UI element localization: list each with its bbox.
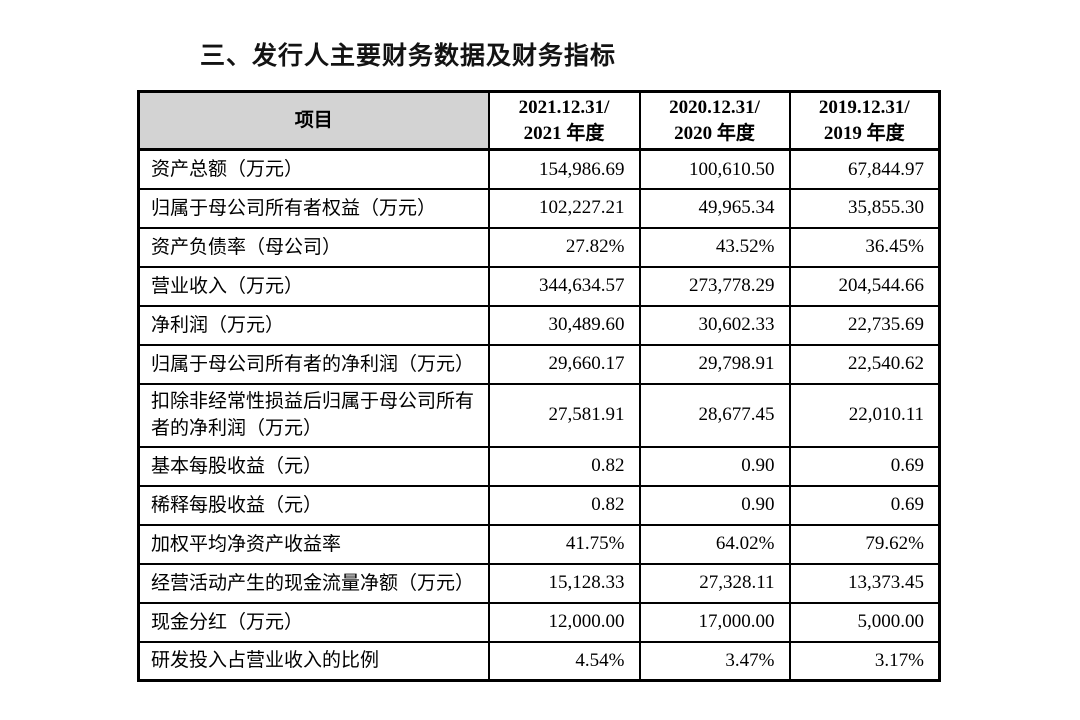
row-value-2019: 0.69 (788, 484, 941, 526)
row-value-2021: 102,227.21 (487, 187, 641, 229)
section-title: 三、发行人主要财务数据及财务指标 (200, 42, 617, 70)
table-header-row: 项目 2021.12.31/ 2021 年度 2020.12.31/ 2020 … (137, 90, 941, 152)
row-value-2021: 30,489.60 (487, 304, 641, 346)
header-period-2019-year: 2019 年度 (823, 122, 905, 144)
row-value-2019: 22,735.69 (788, 304, 941, 346)
table-row: 扣除非经常性损益后归属于母公司所有者的净利润（万元） 27,581.91 28,… (137, 382, 941, 448)
row-label: 净利润（万元） (137, 304, 490, 346)
row-value-2020: 43.52% (638, 226, 791, 268)
header-period-2021: 2021.12.31/ 2021 年度 (487, 90, 641, 152)
row-value-2021: 29,660.17 (487, 343, 641, 385)
table-row: 净利润（万元） 30,489.60 30,602.33 22,735.69 (137, 304, 941, 346)
row-label: 归属于母公司所有者权益（万元） (137, 187, 490, 229)
row-label: 研发投入占营业收入的比例 (137, 640, 490, 682)
row-value-2019: 5,000.00 (788, 601, 941, 643)
row-value-2021: 154,986.69 (487, 148, 641, 190)
row-value-2019: 204,544.66 (788, 265, 941, 307)
header-period-2020: 2020.12.31/ 2020 年度 (638, 90, 791, 152)
header-period-2019-date: 2019.12.31/ (818, 97, 910, 118)
row-value-2021: 41.75% (487, 523, 641, 565)
row-value-2019: 22,010.11 (788, 382, 941, 448)
header-period-2020-year: 2020 年度 (674, 122, 755, 144)
row-value-2019: 13,373.45 (788, 562, 941, 604)
row-value-2020: 28,677.45 (638, 382, 791, 448)
header-period-2021-date: 2021.12.31/ (518, 97, 610, 118)
row-value-2020: 0.90 (638, 445, 791, 487)
row-value-2019: 22,540.62 (788, 343, 941, 385)
row-value-2019: 0.69 (788, 445, 941, 487)
row-value-2019: 79.62% (788, 523, 941, 565)
row-value-2021: 15,128.33 (487, 562, 641, 604)
table-row: 归属于母公司所有者权益（万元） 102,227.21 49,965.34 35,… (137, 187, 941, 229)
table-row: 资产总额（万元） 154,986.69 100,610.50 67,844.97 (137, 148, 941, 190)
row-label: 营业收入（万元） (137, 265, 490, 307)
table-row: 归属于母公司所有者的净利润（万元） 29,660.17 29,798.91 22… (137, 343, 941, 385)
row-value-2020: 30,602.33 (638, 304, 791, 346)
row-value-2020: 49,965.34 (638, 187, 791, 229)
row-label: 加权平均净资产收益率 (137, 523, 490, 565)
financial-summary-table: 项目 2021.12.31/ 2021 年度 2020.12.31/ 2020 … (137, 90, 941, 683)
row-label: 经营活动产生的现金流量净额（万元） (137, 562, 490, 604)
header-period-2020-date: 2020.12.31/ (669, 97, 760, 118)
row-value-2020: 27,328.11 (638, 562, 791, 604)
row-label: 资产负债率（母公司） (137, 226, 490, 268)
row-value-2021: 0.82 (487, 445, 641, 487)
row-value-2019: 67,844.97 (788, 148, 941, 190)
row-value-2021: 27,581.91 (487, 382, 641, 448)
row-value-2019: 3.17% (788, 640, 941, 682)
row-label: 资产总额（万元） (137, 148, 490, 190)
row-value-2020: 100,610.50 (638, 148, 791, 190)
header-item-column: 项目 (137, 90, 490, 152)
row-label: 扣除非经常性损益后归属于母公司所有者的净利润（万元） (137, 382, 490, 448)
row-label: 归属于母公司所有者的净利润（万元） (137, 343, 490, 385)
header-period-2021-year: 2021 年度 (523, 122, 605, 144)
table-row: 资产负债率（母公司） 27.82% 43.52% 36.45% (137, 226, 941, 268)
row-value-2020: 17,000.00 (638, 601, 791, 643)
row-value-2020: 273,778.29 (638, 265, 791, 307)
row-value-2020: 64.02% (638, 523, 791, 565)
table-row: 稀释每股收益（元） 0.82 0.90 0.69 (137, 484, 941, 526)
row-value-2020: 3.47% (638, 640, 791, 682)
row-label: 现金分红（万元） (137, 601, 490, 643)
header-period-2019: 2019.12.31/ 2019 年度 (788, 90, 941, 152)
row-value-2021: 27.82% (487, 226, 641, 268)
row-value-2019: 35,855.30 (788, 187, 941, 229)
row-value-2020: 29,798.91 (638, 343, 791, 385)
table-row: 加权平均净资产收益率 41.75% 64.02% 79.62% (137, 523, 941, 565)
row-value-2021: 344,634.57 (487, 265, 641, 307)
table-row: 研发投入占营业收入的比例 4.54% 3.47% 3.17% (137, 640, 941, 682)
table-row: 现金分红（万元） 12,000.00 17,000.00 5,000.00 (137, 601, 941, 643)
table-row: 经营活动产生的现金流量净额（万元） 15,128.33 27,328.11 13… (137, 562, 941, 604)
row-value-2019: 36.45% (788, 226, 941, 268)
row-value-2020: 0.90 (638, 484, 791, 526)
row-label: 基本每股收益（元） (137, 445, 490, 487)
row-label: 稀释每股收益（元） (137, 484, 490, 526)
row-value-2021: 0.82 (487, 484, 641, 526)
table-body: 资产总额（万元） 154,986.69 100,610.50 67,844.97… (137, 148, 941, 682)
row-value-2021: 12,000.00 (487, 601, 641, 643)
table-row: 营业收入（万元） 344,634.57 273,778.29 204,544.6… (137, 265, 941, 307)
row-value-2021: 4.54% (487, 640, 641, 682)
table-row: 基本每股收益（元） 0.82 0.90 0.69 (137, 445, 941, 487)
